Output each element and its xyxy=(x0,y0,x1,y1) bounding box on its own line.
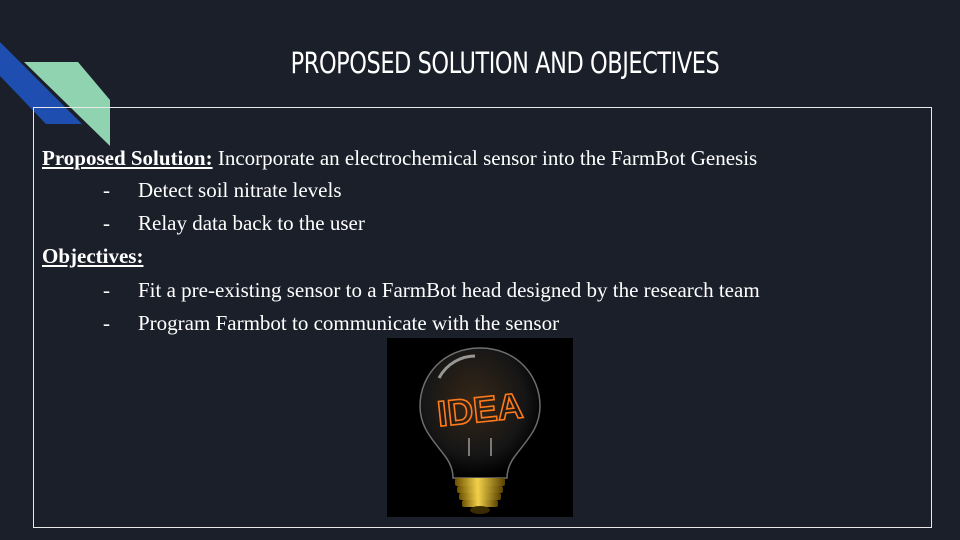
lightbulb-icon: IDEA xyxy=(419,347,541,514)
solution-bullet-2: Relay data back to the user xyxy=(138,211,365,235)
bullet-marker: - xyxy=(103,278,110,302)
objective-bullet-2: Program Farmbot to communicate with the … xyxy=(138,311,560,335)
slide-title: PROPOSED SOLUTION AND OBJECTIVES xyxy=(290,46,720,80)
corner-decoration xyxy=(0,42,110,146)
objective-bullet-1: Fit a pre-existing sensor to a FarmBot h… xyxy=(138,278,760,302)
blue-stripe xyxy=(0,42,82,124)
bullet-marker: - xyxy=(103,311,110,335)
content-box xyxy=(33,107,932,528)
green-stripe xyxy=(24,62,110,146)
bullet-marker: - xyxy=(103,211,110,235)
proposed-solution-text: Incorporate an electrochemical sensor in… xyxy=(212,146,758,170)
idea-lightbulb-image: IDEA xyxy=(387,338,573,517)
proposed-solution-heading: Proposed Solution: xyxy=(42,146,213,170)
solution-bullet-1: Detect soil nitrate levels xyxy=(138,178,342,202)
idea-text: IDEA xyxy=(435,385,525,435)
objectives-heading: Objectives: xyxy=(42,244,144,268)
proposed-solution-line: Proposed Solution: Incorporate an electr… xyxy=(42,145,757,171)
bullet-marker: - xyxy=(103,178,110,202)
objectives-line: Objectives: xyxy=(42,243,143,269)
